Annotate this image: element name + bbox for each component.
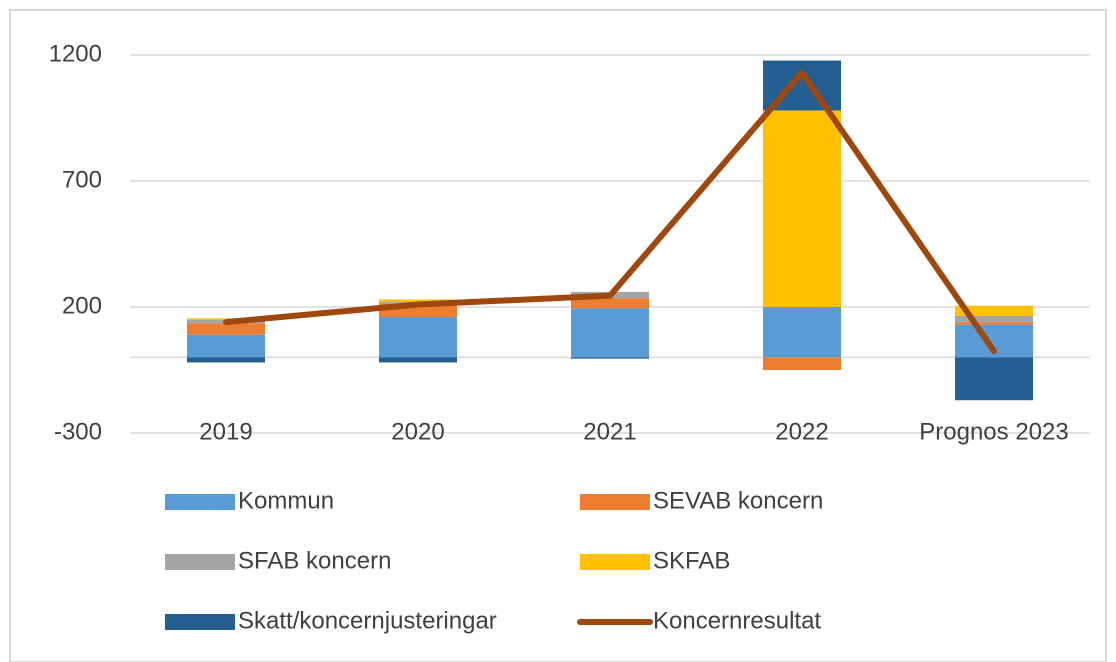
bar [955, 315, 1033, 323]
legend-label: SFAB koncern [238, 547, 391, 574]
x-tick-label: 2021 [583, 418, 636, 445]
bar [379, 317, 457, 358]
bar [955, 305, 1033, 316]
legend-label: Kommun [238, 487, 334, 514]
legend-swatch [165, 494, 235, 510]
x-tick-label: Prognos 2023 [919, 418, 1068, 445]
bar [187, 334, 265, 358]
y-tick-label: 700 [62, 166, 102, 193]
bar [571, 357, 649, 359]
legend-label: Koncernresultat [653, 607, 821, 634]
bar [571, 298, 649, 309]
bar [379, 299, 457, 302]
line [223, 69, 997, 355]
x-tick-label: 2019 [199, 418, 252, 445]
bar [187, 323, 265, 335]
legend-swatch [165, 614, 235, 630]
bar [187, 357, 265, 363]
bar [955, 357, 1033, 401]
legend-label: SEVAB koncern [653, 487, 823, 514]
y-tick-label: -300 [54, 418, 102, 445]
bar [955, 322, 1033, 325]
bar [763, 307, 841, 358]
y-tick-label: 200 [62, 292, 102, 319]
legend-label: SKFAB [653, 547, 730, 574]
bar [763, 110, 841, 307]
legend-swatch [580, 494, 650, 510]
bar [379, 357, 457, 363]
bar [763, 357, 841, 370]
legend-label: Skatt/koncernjusteringar [238, 607, 497, 634]
x-tick-label: 2022 [775, 418, 828, 445]
bar [187, 318, 265, 320]
bar [571, 308, 649, 358]
y-tick-label: 1200 [49, 40, 102, 67]
legend-swatch [165, 554, 235, 570]
x-tick-label: 2020 [391, 418, 444, 445]
legend-swatch [580, 554, 650, 570]
